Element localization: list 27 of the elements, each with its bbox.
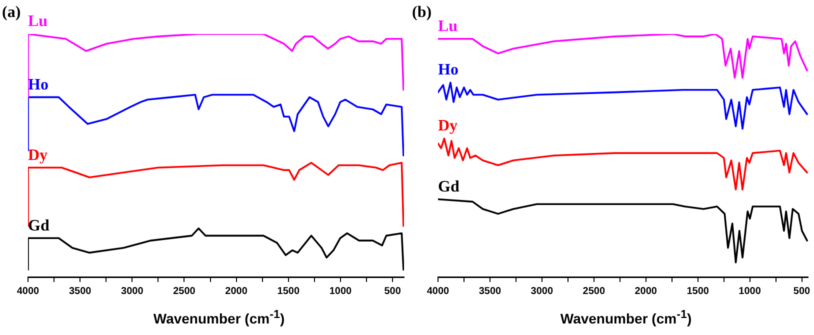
x-tick-label: 1500: [686, 286, 710, 297]
x-tick-label: 2500: [582, 286, 606, 297]
series-label: Dy: [28, 146, 48, 164]
x-tick-label: 2500: [173, 286, 196, 297]
x-tick-label: 3500: [478, 286, 502, 297]
x-tick-label: 4000: [16, 286, 40, 297]
series-label: Gd: [28, 217, 50, 234]
x-tick-label: 3500: [68, 286, 92, 297]
series-label: Lu: [438, 18, 458, 35]
series-label: Ho: [438, 62, 458, 79]
x-tick-label: 2000: [634, 286, 658, 297]
x-tick-label: 1000: [738, 286, 762, 297]
x-tick-label: 1000: [329, 286, 352, 297]
chart-title: (b): [412, 4, 432, 22]
series-label: Dy: [438, 118, 458, 135]
x-tick-label: 3000: [121, 286, 144, 297]
x-tick-label: 3000: [530, 286, 554, 297]
x-tick-label: 500: [793, 286, 811, 297]
series-label: Gd: [438, 178, 460, 196]
x-axis-title: Wavenumber (cm$^{-1}$): [152, 308, 286, 327]
x-tick-label: 1500: [277, 286, 300, 297]
series-label: Lu: [28, 13, 48, 30]
x-tick-label: 4000: [426, 286, 450, 297]
x-axis-title: Wavenumber (cm$^{-1}$): [559, 308, 693, 327]
x-tick-label: 2000: [225, 286, 248, 297]
x-tick-label: 500: [384, 286, 402, 297]
chart-title: (a): [2, 4, 21, 22]
